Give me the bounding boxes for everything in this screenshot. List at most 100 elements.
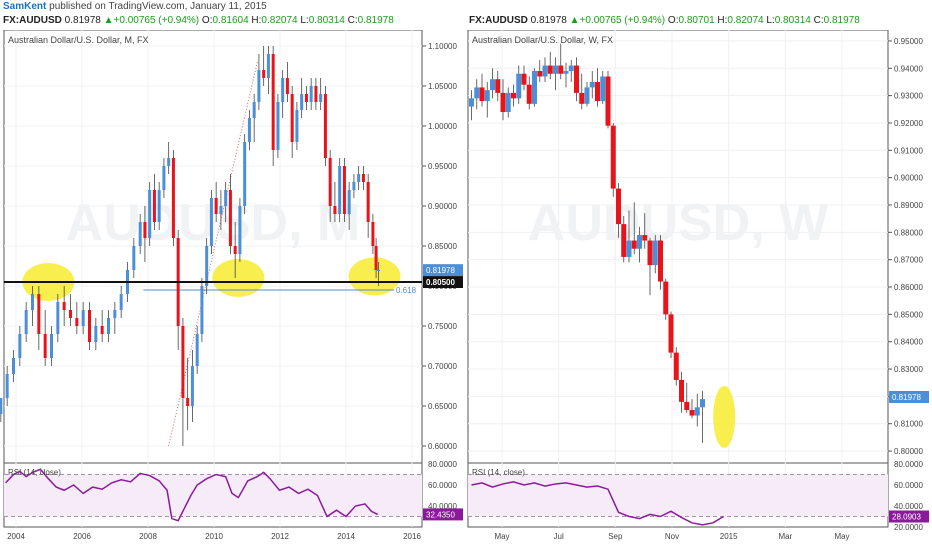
candle-up (490, 79, 495, 91)
rsi-last-label: 32.4350 (426, 510, 455, 519)
y-tick-label: 1.00000 (428, 122, 457, 131)
candle-down (333, 206, 337, 214)
y-tick-label: 0.75000 (428, 322, 457, 331)
right-high-label: H: (717, 15, 728, 26)
right-change: +0.00765 (+0.94%) (579, 15, 666, 26)
left-symbol: FX:AUDUSD (3, 15, 62, 26)
chart-title: Australian Dollar/U.S. Dollar, W, FX (472, 35, 613, 45)
candle-down (271, 54, 275, 150)
candle-down (679, 379, 684, 402)
candle-down (186, 398, 190, 406)
x-tick-label: May (494, 532, 509, 541)
y-tick-label: 0.90000 (894, 174, 923, 183)
left-monthly-chart[interactable]: 1.10000 1.05000 1.00000 0.95000 0.90000 0.850… (0, 30, 466, 550)
x-tick-label: 2014 (337, 532, 355, 541)
candle-down (647, 240, 653, 266)
candle-up (190, 366, 194, 406)
candle-up (652, 240, 658, 266)
y-tick-label: 0.87000 (894, 256, 923, 265)
x-tick-label: 2016 (403, 532, 421, 541)
candle-down (88, 310, 91, 342)
candle-down (511, 92, 516, 99)
right-high: 0.82074 (727, 15, 764, 26)
candle-up (138, 222, 142, 246)
y-tick-label: 0.93000 (894, 92, 923, 101)
candle-up (319, 94, 323, 102)
right-up-arrow-icon: ▲ (569, 15, 580, 26)
chart-frame (467, 30, 889, 528)
candle-up (600, 76, 606, 102)
candle-up (50, 334, 53, 358)
candle-up (553, 65, 558, 74)
candle-up (132, 246, 136, 270)
x-tick-label: 2015 (720, 532, 738, 541)
x-tick-label: 2006 (73, 532, 91, 541)
y-tick-label: 1.05000 (428, 82, 457, 91)
candle-up (626, 240, 632, 257)
rsi-label: RSI (14, close) (8, 468, 61, 477)
candle-down (262, 70, 266, 78)
candle-up (474, 87, 480, 99)
candle-down (314, 86, 318, 102)
horizontal-level-label: 0.80500 (426, 278, 455, 287)
y-tick-label: 0.92000 (894, 119, 923, 128)
candle-down (574, 65, 579, 93)
right-price: 0.81978 (530, 15, 567, 26)
left-low-label: L: (300, 15, 309, 26)
candle-down (631, 240, 637, 249)
highlight-ellipse[interactable] (212, 259, 265, 297)
candle-up (209, 198, 213, 246)
y-tick-label: 0.89000 (894, 201, 923, 210)
highlight-ellipse[interactable] (348, 257, 401, 296)
candle-up (352, 182, 356, 190)
candle-down (328, 158, 332, 206)
candle-down (374, 246, 378, 270)
rsi-tick-label: 60.0000 (428, 481, 457, 490)
rsi-tick-label: 20.0000 (894, 523, 923, 532)
candle-down (228, 190, 232, 246)
candle-down (479, 87, 485, 102)
y-tick-label: 1.10000 (428, 42, 457, 51)
candle-up (148, 190, 152, 238)
candle-up (637, 235, 642, 249)
candle-up (24, 310, 28, 334)
rsi-last-tag (423, 508, 463, 521)
candle-down (616, 188, 621, 225)
candle-up (266, 54, 270, 78)
last-price-label: 0.81978 (426, 266, 455, 275)
y-tick-label: 0.88000 (894, 228, 923, 237)
candle-up (357, 174, 361, 182)
candle-up (113, 310, 117, 318)
candle-down (366, 182, 370, 222)
candle-down (37, 294, 41, 334)
candle-up (281, 78, 285, 102)
highlight-ellipse[interactable] (713, 385, 736, 448)
candle-up (224, 190, 228, 206)
candle-up (200, 286, 204, 334)
y-tick-label: 0.70000 (428, 362, 457, 371)
candle-down (290, 94, 294, 142)
x-tick-label: 2008 (139, 532, 157, 541)
right-open: 0.80701 (678, 15, 715, 26)
left-change: +0.00765 (+0.94%) (113, 15, 200, 26)
candle-up (107, 318, 110, 334)
y-tick-label: 0.85000 (894, 310, 923, 319)
rsi-tick-label: 60.0000 (894, 481, 923, 490)
candle-up (700, 399, 705, 408)
rsi-last-tag (889, 510, 929, 523)
right-low: 0.80314 (774, 15, 811, 26)
candle-down (610, 125, 616, 189)
rsi-tick-label: 80.0000 (894, 460, 923, 469)
candle-up (94, 326, 98, 342)
y-tick-label: 0.86000 (894, 283, 923, 292)
candle-up (300, 94, 304, 110)
candle-down (579, 92, 585, 104)
candle-down (495, 79, 501, 93)
candle-up (568, 65, 574, 72)
candle-up (31, 294, 34, 310)
right-weekly-chart[interactable]: 0.95000 0.94000 0.93000 0.92000 0.91000 0.900… (466, 30, 932, 550)
publisher-username[interactable]: SamKent (3, 1, 47, 12)
candle-up (309, 86, 313, 102)
candle-down (521, 73, 527, 85)
y-tick-label: 0.60000 (428, 442, 457, 451)
